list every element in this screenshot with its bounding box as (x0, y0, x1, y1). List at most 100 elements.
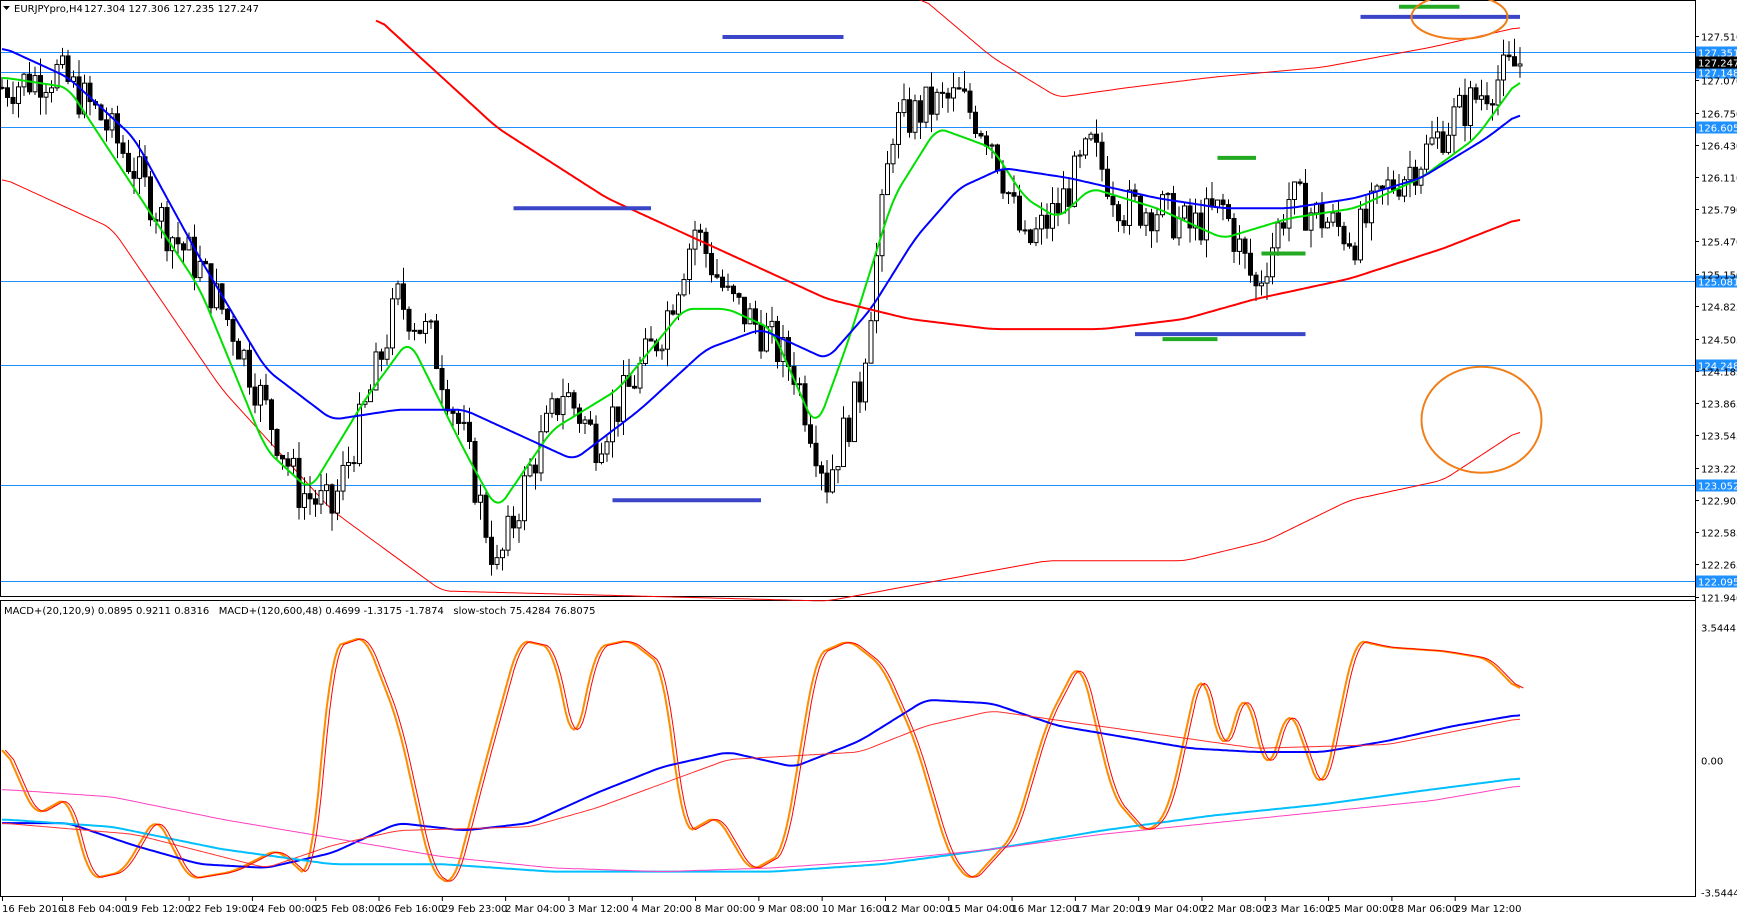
candle (1088, 131, 1094, 142)
candle (533, 458, 538, 490)
candle-body (428, 320, 434, 323)
candle (1440, 120, 1446, 155)
candle (962, 71, 967, 94)
candle-body (808, 424, 813, 444)
candle (1226, 199, 1231, 222)
candle-body (890, 143, 896, 165)
candle (16, 81, 21, 118)
candle (60, 47, 65, 69)
candle-body (1429, 137, 1435, 145)
candle-body (714, 274, 720, 278)
candle (885, 151, 890, 196)
candle (164, 201, 170, 262)
candle-body (1407, 166, 1413, 181)
candle-body (445, 389, 450, 412)
price-tick-label: 123.225 (1701, 465, 1737, 476)
candle-body (951, 87, 956, 99)
price-tick-label: 126.430 (1701, 142, 1737, 153)
candle (87, 75, 93, 116)
candle (1490, 98, 1495, 121)
candle (566, 382, 571, 398)
candle-body (940, 91, 945, 94)
candle (681, 273, 687, 297)
candle-body (214, 283, 219, 309)
candle (896, 102, 901, 159)
candle (1039, 202, 1044, 245)
candle-body (318, 490, 324, 505)
time-tick-label: 23 Mar 16:00 (1265, 904, 1332, 915)
candle (247, 341, 252, 395)
candle (731, 284, 736, 302)
price-tick-label: 127.510 (1701, 33, 1737, 44)
current-price-label: 127.247 (1698, 59, 1737, 70)
candle (599, 442, 604, 465)
oscillator-tick-label: 3.5444 (1701, 624, 1736, 635)
candle-body (1490, 103, 1495, 106)
candle-body (648, 338, 654, 342)
candle-body (346, 462, 351, 466)
candle-body (329, 484, 335, 514)
candle (1501, 39, 1506, 97)
candle-body (918, 100, 923, 123)
candle-body (126, 152, 131, 172)
annotation-circle (1410, 0, 1509, 40)
level-price-tag (1696, 575, 1737, 588)
candle (412, 323, 417, 341)
time-tick-label: 28 Mar 06:00 (1391, 904, 1458, 915)
candle-body (1286, 199, 1292, 229)
candle-body (494, 557, 500, 565)
candle-body (885, 163, 890, 196)
price-tick-label: 123.865 (1701, 400, 1737, 411)
level-price-tag (1696, 479, 1737, 492)
candle-body (742, 296, 747, 325)
candle-body (1204, 198, 1209, 241)
candle (175, 221, 181, 255)
candle-body (1451, 106, 1457, 136)
candle-body (1121, 220, 1127, 226)
candle-body (263, 384, 269, 401)
price-tick-label: 125.790 (1701, 206, 1737, 217)
candle-body (566, 392, 571, 397)
candle (1099, 132, 1105, 182)
candle (1358, 201, 1363, 264)
candle (1022, 220, 1028, 235)
candle-body (1358, 208, 1363, 261)
candle (1198, 199, 1204, 245)
symbol-dropdown-icon[interactable] (3, 6, 10, 10)
price-tick-label: 125.470 (1701, 238, 1737, 249)
candle (1138, 194, 1143, 229)
candle-body (1380, 185, 1385, 190)
time-tick-label: 19 Feb 12:00 (125, 904, 191, 915)
level-price-label: 127.351 (1698, 49, 1737, 60)
candle-body (461, 421, 467, 424)
series-macd-slow-signal (1, 785, 1521, 872)
candle (1000, 160, 1006, 199)
candle (1451, 97, 1457, 153)
candle-body (841, 417, 846, 468)
candle (808, 415, 813, 448)
band-lower (1, 179, 1521, 602)
candle (126, 139, 131, 174)
candle (208, 263, 214, 318)
candle (1242, 236, 1248, 269)
candle-body (912, 100, 918, 133)
candle-body (401, 283, 406, 310)
candle-body (181, 243, 186, 251)
candle (918, 95, 923, 139)
candle (890, 138, 896, 173)
price-tick-label: 124.825 (1701, 303, 1737, 314)
level-price-label: 125.081 (1698, 278, 1737, 289)
candle (1055, 187, 1061, 227)
candle-body (1105, 168, 1110, 197)
candle-body (16, 86, 21, 104)
candle-body (192, 236, 197, 279)
candle-body (1352, 245, 1358, 261)
candle (1033, 217, 1039, 247)
candle (258, 379, 263, 422)
candle (912, 94, 918, 140)
candle-body (291, 457, 296, 467)
candle (71, 70, 76, 88)
candle-body (1413, 166, 1418, 186)
candle-body (643, 338, 648, 364)
